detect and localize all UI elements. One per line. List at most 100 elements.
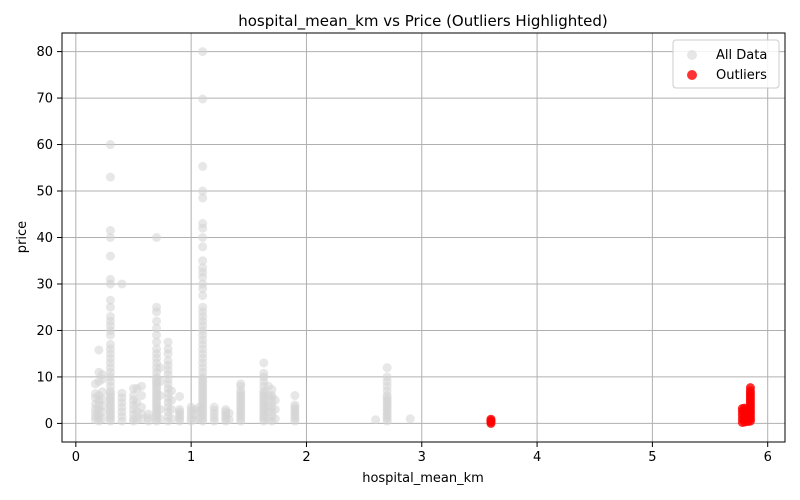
data-point: [175, 391, 185, 401]
y-tick-label: 50: [36, 185, 53, 200]
y-axis-ticks: 0 10 20 30 40 50 60 70 80: [36, 45, 62, 432]
series-all-data: [90, 47, 755, 428]
data-point: [270, 395, 280, 405]
x-tick-label: 3: [418, 450, 426, 465]
data-point: [224, 408, 234, 418]
data-point: [290, 391, 300, 401]
data-point: [105, 172, 115, 182]
data-point: [105, 140, 115, 150]
data-point: [152, 302, 162, 312]
data-point: [198, 263, 208, 273]
data-point: [105, 226, 115, 236]
data-point: [198, 161, 208, 171]
data-point: [198, 47, 208, 57]
data-point: [371, 415, 381, 425]
data-point: [198, 186, 208, 196]
x-axis-label: hospital_mean_km: [362, 471, 484, 486]
data-point: [163, 344, 173, 354]
data-point: [382, 363, 392, 373]
data-point: [259, 358, 269, 368]
x-tick-label: 5: [648, 450, 656, 465]
data-point: [94, 345, 104, 355]
legend-label-all-data: All Data: [716, 48, 767, 63]
data-point: [152, 316, 162, 326]
data-point: [382, 372, 392, 382]
data-point: [198, 233, 208, 242]
data-point: [209, 402, 219, 412]
series-layer: [90, 47, 755, 428]
data-point: [155, 391, 165, 401]
data-point: [167, 395, 177, 405]
data-point: [152, 330, 162, 340]
data-point: [117, 279, 127, 289]
data-point: [175, 404, 185, 414]
data-point: [155, 404, 165, 414]
data-point: [97, 387, 107, 397]
y-tick-label: 80: [36, 45, 53, 60]
data-point: [167, 404, 177, 414]
data-point: [155, 377, 165, 387]
data-point: [117, 388, 127, 398]
x-tick-label: 1: [187, 450, 195, 465]
data-point: [155, 363, 165, 373]
x-tick-label: 6: [764, 450, 772, 465]
grid: [62, 33, 785, 442]
y-tick-label: 40: [36, 231, 53, 246]
x-axis-ticks: 0 1 2 3 4 5 6: [72, 442, 772, 465]
chart-title: hospital_mean_km vs Price (Outliers High…: [238, 12, 608, 31]
data-point: [198, 242, 208, 252]
data-point: [167, 414, 177, 424]
data-point: [152, 233, 162, 242]
data-point: [270, 414, 280, 424]
data-point: [198, 279, 208, 289]
data-point: [105, 251, 115, 261]
data-point: [198, 193, 208, 203]
data-point: [167, 386, 177, 396]
y-tick-label: 70: [36, 92, 53, 107]
legend-marker-outliers: [687, 70, 697, 80]
data-point: [486, 414, 496, 424]
data-point: [97, 401, 107, 411]
data-point: [152, 344, 162, 354]
data-point: [105, 312, 115, 322]
y-tick-label: 60: [36, 138, 53, 153]
data-point: [267, 384, 277, 394]
data-point: [745, 383, 755, 393]
data-point: [143, 409, 153, 419]
x-tick-label: 2: [302, 450, 310, 465]
legend-marker-all-data: [687, 50, 697, 60]
data-point: [105, 274, 115, 284]
data-point: [128, 391, 138, 401]
y-tick-label: 0: [45, 417, 53, 432]
data-point: [137, 402, 147, 412]
data-point: [198, 94, 208, 104]
data-point: [198, 256, 208, 266]
data-point: [224, 415, 234, 425]
data-point: [137, 409, 147, 419]
y-tick-label: 30: [36, 277, 53, 292]
data-point: [137, 391, 147, 401]
x-tick-label: 0: [72, 450, 80, 465]
data-point: [97, 370, 107, 380]
data-point: [97, 394, 107, 404]
data-point: [198, 291, 208, 301]
data-point: [152, 323, 162, 333]
data-point: [105, 302, 115, 312]
data-point: [137, 381, 147, 391]
y-tick-label: 20: [36, 324, 53, 339]
legend: All Data Outliers: [672, 39, 780, 89]
data-point: [155, 414, 165, 424]
data-point: [405, 414, 415, 424]
y-tick-label: 10: [36, 370, 53, 385]
data-point: [259, 368, 269, 378]
data-point: [105, 339, 115, 349]
data-point: [198, 302, 208, 312]
legend-label-outliers: Outliers: [716, 68, 767, 83]
data-point: [163, 337, 173, 347]
data-point: [270, 404, 280, 414]
legend-frame: [672, 39, 780, 89]
data-point: [152, 337, 162, 347]
data-point: [198, 219, 208, 229]
series-outliers: [486, 383, 755, 428]
data-point: [236, 379, 246, 389]
